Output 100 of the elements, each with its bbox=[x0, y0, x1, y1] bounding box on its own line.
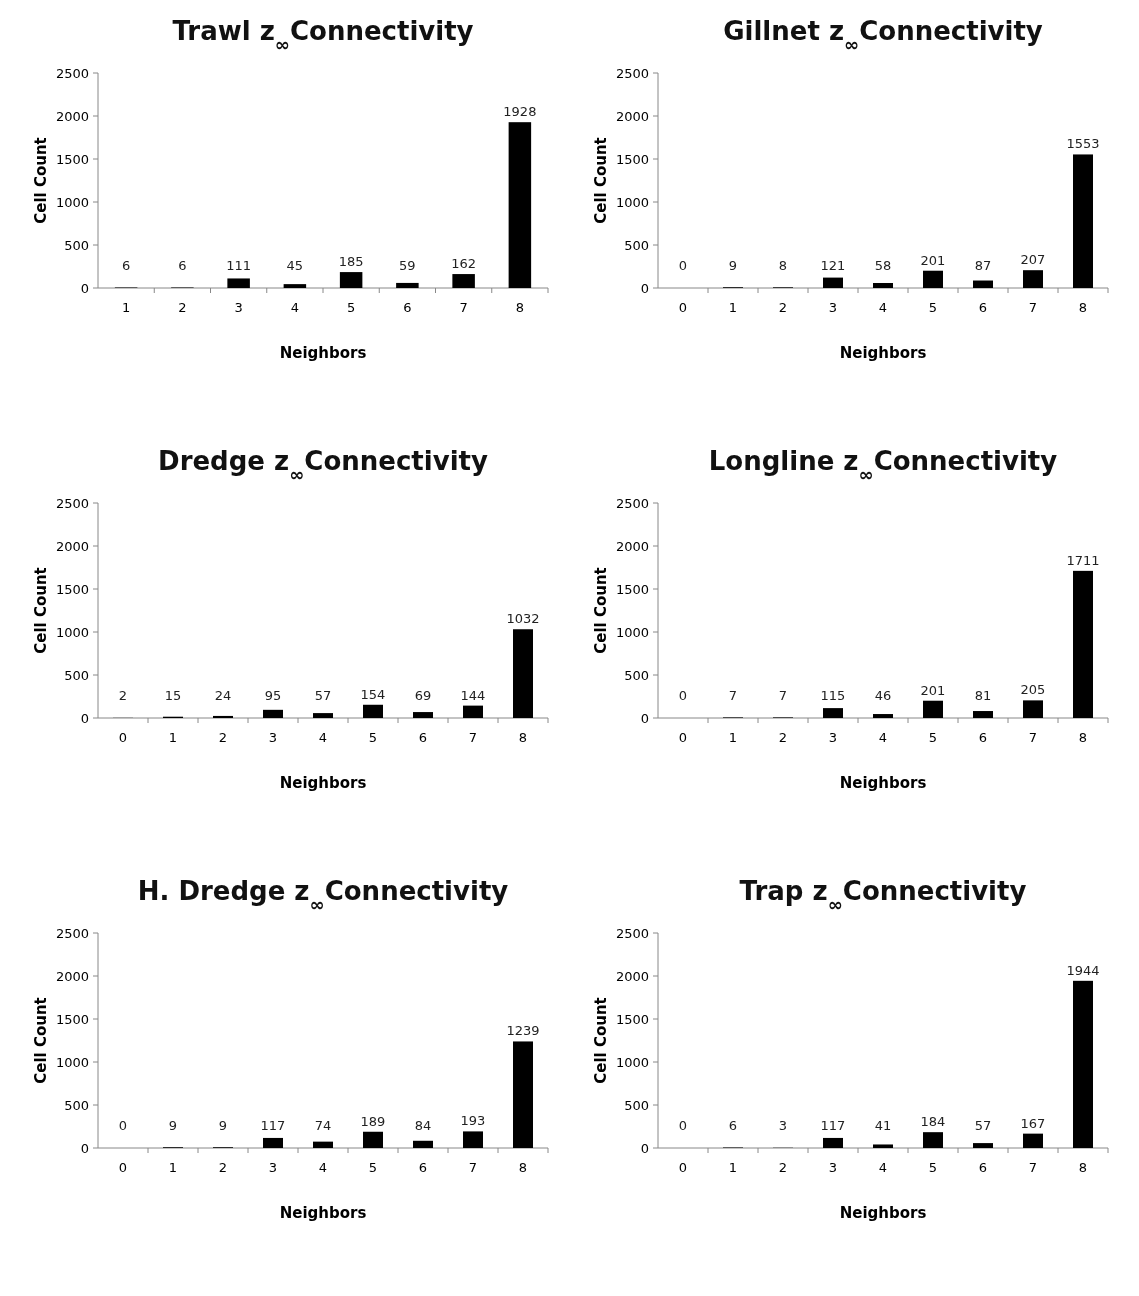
y-tick-label: 2000 bbox=[615, 108, 649, 124]
y-tick-label: 500 bbox=[624, 667, 649, 683]
x-tick-label: 8 bbox=[1078, 300, 1088, 315]
data-label: 2 bbox=[118, 688, 128, 703]
y-tick-label: 2000 bbox=[55, 968, 89, 984]
data-label: 57 bbox=[314, 688, 332, 703]
data-label: 117 bbox=[820, 1118, 846, 1133]
bar bbox=[513, 629, 533, 718]
y-tick-label: 2000 bbox=[615, 968, 649, 984]
x-tick-label: 3 bbox=[828, 300, 838, 315]
bar bbox=[1073, 154, 1093, 288]
x-tick-label: 1 bbox=[168, 1160, 178, 1175]
x-tick-label: 8 bbox=[1078, 730, 1088, 745]
bar bbox=[923, 1132, 943, 1148]
chart-title: Trap z$_{∞}$Connectivity bbox=[739, 876, 1027, 915]
bar bbox=[973, 280, 993, 288]
y-tick-label: 1000 bbox=[55, 624, 89, 640]
bar bbox=[823, 708, 843, 718]
bar bbox=[1073, 980, 1093, 1148]
x-tick-label: 7 bbox=[1028, 300, 1038, 315]
bar bbox=[396, 282, 419, 288]
y-axis-title: Cell Count bbox=[592, 137, 610, 224]
x-tick-label: 7 bbox=[468, 1160, 478, 1175]
data-label: 115 bbox=[820, 688, 846, 703]
y-tick-label: 1000 bbox=[55, 1054, 89, 1070]
data-label: 0 bbox=[678, 688, 688, 703]
data-label: 69 bbox=[414, 688, 432, 703]
x-axis-title: Neighbors bbox=[279, 774, 367, 792]
x-tick-label: 4 bbox=[318, 730, 328, 745]
data-label: 3 bbox=[778, 1118, 788, 1133]
data-label: 0 bbox=[678, 1118, 688, 1133]
x-tick-label: 8 bbox=[515, 300, 525, 315]
bar bbox=[463, 1131, 483, 1148]
data-label: 87 bbox=[974, 258, 992, 273]
data-label: 154 bbox=[360, 686, 386, 702]
x-tick-label: 2 bbox=[178, 300, 187, 315]
x-tick-label: 6 bbox=[978, 1160, 988, 1175]
bar bbox=[1023, 270, 1043, 288]
y-tick-label: 500 bbox=[64, 237, 89, 253]
data-label: 9 bbox=[728, 258, 738, 273]
x-tick-label: 2 bbox=[218, 1160, 228, 1175]
x-tick-label: 1 bbox=[168, 730, 178, 745]
data-label: 6 bbox=[728, 1118, 738, 1133]
y-tick-label: 1500 bbox=[55, 581, 89, 597]
bar bbox=[823, 277, 843, 288]
x-axis-title: Neighbors bbox=[839, 1204, 927, 1222]
data-label: 1928 bbox=[503, 104, 537, 120]
x-tick-label: 5 bbox=[928, 730, 938, 745]
bar bbox=[873, 714, 893, 718]
x-tick-label: 1 bbox=[121, 300, 131, 315]
x-tick-label: 4 bbox=[878, 730, 888, 745]
data-label: 81 bbox=[974, 688, 992, 703]
bar bbox=[339, 272, 363, 288]
y-tick-label: 500 bbox=[64, 1097, 89, 1113]
bar bbox=[313, 713, 333, 718]
data-label: 46 bbox=[874, 688, 892, 703]
data-label: 205 bbox=[1020, 682, 1046, 698]
y-axis-title: Cell Count bbox=[32, 567, 50, 654]
x-tick-label: 1 bbox=[728, 1160, 738, 1175]
y-tick-label: 2500 bbox=[55, 925, 89, 941]
chart-title: Dredge z$_{∞}$Connectivity bbox=[158, 446, 488, 485]
y-tick-label: 1500 bbox=[55, 151, 89, 167]
bar bbox=[263, 709, 283, 718]
bar bbox=[973, 711, 993, 718]
y-tick-label: 2500 bbox=[615, 495, 649, 511]
bar bbox=[227, 278, 250, 288]
bar bbox=[873, 283, 893, 288]
x-tick-label: 7 bbox=[1028, 730, 1038, 745]
y-tick-label: 1500 bbox=[615, 151, 649, 167]
x-tick-label: 8 bbox=[1078, 1160, 1088, 1175]
y-tick-label: 2000 bbox=[615, 538, 649, 554]
x-axis-title: Neighbors bbox=[279, 1204, 367, 1222]
bar bbox=[363, 704, 383, 718]
bar bbox=[283, 284, 307, 288]
data-label: 185 bbox=[338, 254, 364, 270]
bar bbox=[413, 1140, 433, 1148]
data-label: 121 bbox=[820, 258, 846, 273]
bar bbox=[513, 1041, 533, 1148]
data-label: 9 bbox=[218, 1118, 228, 1133]
data-label: 7 bbox=[728, 688, 738, 703]
y-axis-title: Cell Count bbox=[592, 567, 610, 654]
data-label: 15 bbox=[164, 688, 182, 703]
bar bbox=[452, 274, 475, 288]
y-tick-label: 2500 bbox=[55, 65, 89, 81]
data-label: 1032 bbox=[506, 611, 540, 627]
x-tick-label: 2 bbox=[778, 300, 788, 315]
bar bbox=[413, 712, 433, 718]
x-tick-label: 4 bbox=[878, 1160, 888, 1175]
y-axis-title: Cell Count bbox=[592, 997, 610, 1084]
data-label: 1553 bbox=[1066, 136, 1100, 152]
data-label: 58 bbox=[874, 258, 892, 273]
x-tick-label: 8 bbox=[518, 1160, 528, 1175]
y-tick-label: 2000 bbox=[55, 108, 89, 124]
y-tick-label: 0 bbox=[640, 280, 649, 296]
data-label: 1944 bbox=[1066, 962, 1100, 978]
y-tick-label: 2500 bbox=[615, 925, 649, 941]
y-tick-label: 1000 bbox=[615, 194, 649, 210]
x-tick-label: 0 bbox=[678, 730, 688, 745]
x-axis-title: Neighbors bbox=[839, 774, 927, 792]
x-tick-label: 0 bbox=[678, 1160, 688, 1175]
